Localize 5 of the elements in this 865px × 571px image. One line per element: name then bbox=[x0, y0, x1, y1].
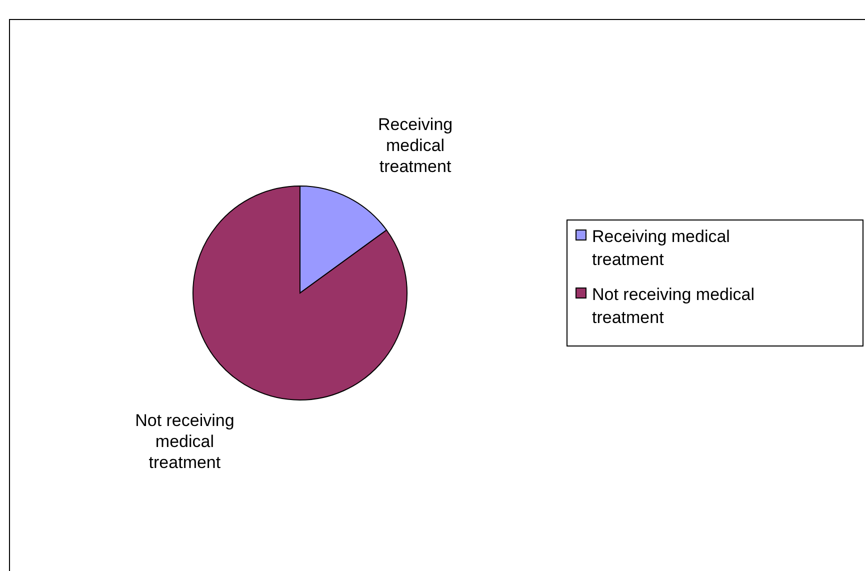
legend-label: Not receiving medical treatment bbox=[592, 285, 755, 327]
slice-label: Not receiving medical treatment bbox=[135, 410, 234, 472]
pie-slice bbox=[192, 186, 408, 400]
slice-label: Receiving medical treatment bbox=[378, 115, 453, 176]
legend-label: Receiving medical treatment bbox=[592, 227, 730, 269]
